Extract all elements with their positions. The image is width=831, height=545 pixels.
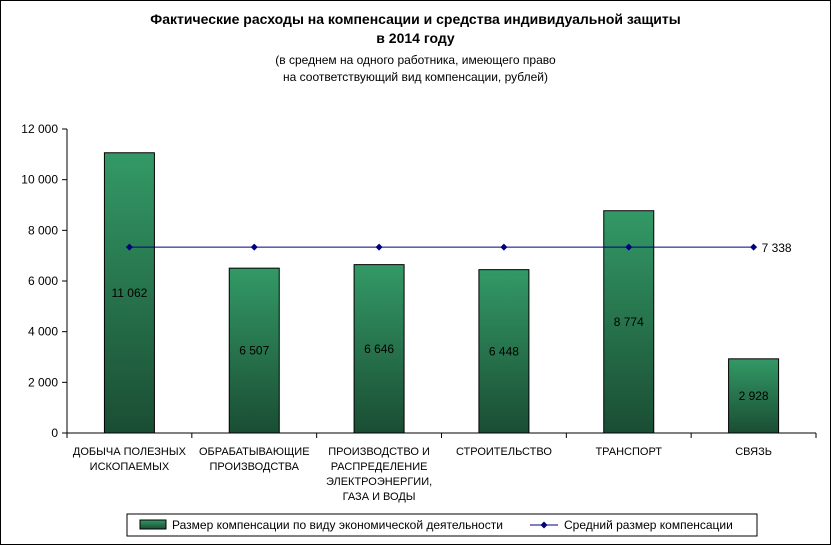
category-label: ДОБЫЧА ПОЛЕЗНЫХ <box>73 446 187 458</box>
average-line-marker <box>500 243 508 251</box>
chart-titles: Фактические расходы на компенсации и сре… <box>0 10 831 86</box>
category-label: ЭЛЕКТРОЭНЕРГИИ, <box>326 476 432 488</box>
bar <box>228 267 280 434</box>
chart-subtitle-line2: на соответствующий вид компенсации, рубл… <box>283 70 548 84</box>
axes: 0 2 000 4 000 6 000 8 000 10 000 12 000 <box>21 122 817 440</box>
y-tick-label: 6 000 <box>28 274 58 288</box>
bar-value-label: 6 646 <box>364 342 394 356</box>
bar-value-label: 6 507 <box>239 344 269 358</box>
y-tick-label: 0 <box>51 426 58 440</box>
y-tick-label: 8 000 <box>28 223 58 237</box>
category-label: ТРАНСПОРТ <box>595 446 662 458</box>
data-labels: 11 062 6 507 6 646 6 448 8 774 2 928 <box>112 286 769 403</box>
category-label: СВЯЗЬ <box>735 446 772 458</box>
category-label: СТРОИТЕЛЬСТВО <box>456 446 552 458</box>
legend-bar-swatch <box>139 519 167 530</box>
chart-title: Фактические расходы на компенсации и сре… <box>150 11 681 27</box>
category-label: ПРОИЗВОДСТВО И <box>328 446 430 458</box>
legend-line-marker <box>540 521 548 529</box>
category-labels: ДОБЫЧА ПОЛЕЗНЫХ ИСКОПАЕМЫХ ОБРАБАТЫВАЮЩИЕ П… <box>73 446 772 503</box>
average-line: 7 338 <box>125 241 792 255</box>
bar-value-label: 11 062 <box>112 286 148 300</box>
category-label: ИСКОПАЕМЫХ <box>90 461 170 473</box>
average-line-marker <box>750 243 758 251</box>
legend-box <box>126 513 758 537</box>
chart-title-year: в 2014 году <box>376 30 455 46</box>
legend-line-label: Средний размер компенсации <box>564 518 733 532</box>
average-line-label: 7 338 <box>762 241 792 255</box>
legend: Размер компенсации по виду экономической… <box>126 513 758 537</box>
bar <box>478 269 530 434</box>
bar-value-label: 2 928 <box>739 389 769 403</box>
bar <box>103 152 155 434</box>
category-label: ОБРАБАТЫВАЮЩИЕ <box>199 446 310 458</box>
category-label: ПРОИЗВОДСТВА <box>210 461 300 473</box>
legend-bar-label: Размер компенсации по виду экономической… <box>172 518 503 532</box>
y-tick-label: 4 000 <box>28 325 58 339</box>
chart-subtitle-line1: (в среднем на одного работника, имеющего… <box>275 53 556 67</box>
bar <box>353 264 405 434</box>
y-tick-label: 2 000 <box>28 375 58 389</box>
bar-value-label: 8 774 <box>614 315 644 329</box>
y-tick-label: 10 000 <box>21 173 58 187</box>
average-line-marker <box>625 243 633 251</box>
category-label: ГАЗА И ВОДЫ <box>343 491 416 503</box>
bars <box>103 152 780 434</box>
bar <box>728 358 780 434</box>
average-line-marker <box>375 243 383 251</box>
average-line-marker <box>250 243 258 251</box>
bar-value-label: 6 448 <box>489 344 519 358</box>
average-line-marker <box>125 243 133 251</box>
y-tick-label: 12 000 <box>21 122 58 136</box>
category-label: РАСПРЕДЕЛЕНИЕ <box>331 461 428 473</box>
